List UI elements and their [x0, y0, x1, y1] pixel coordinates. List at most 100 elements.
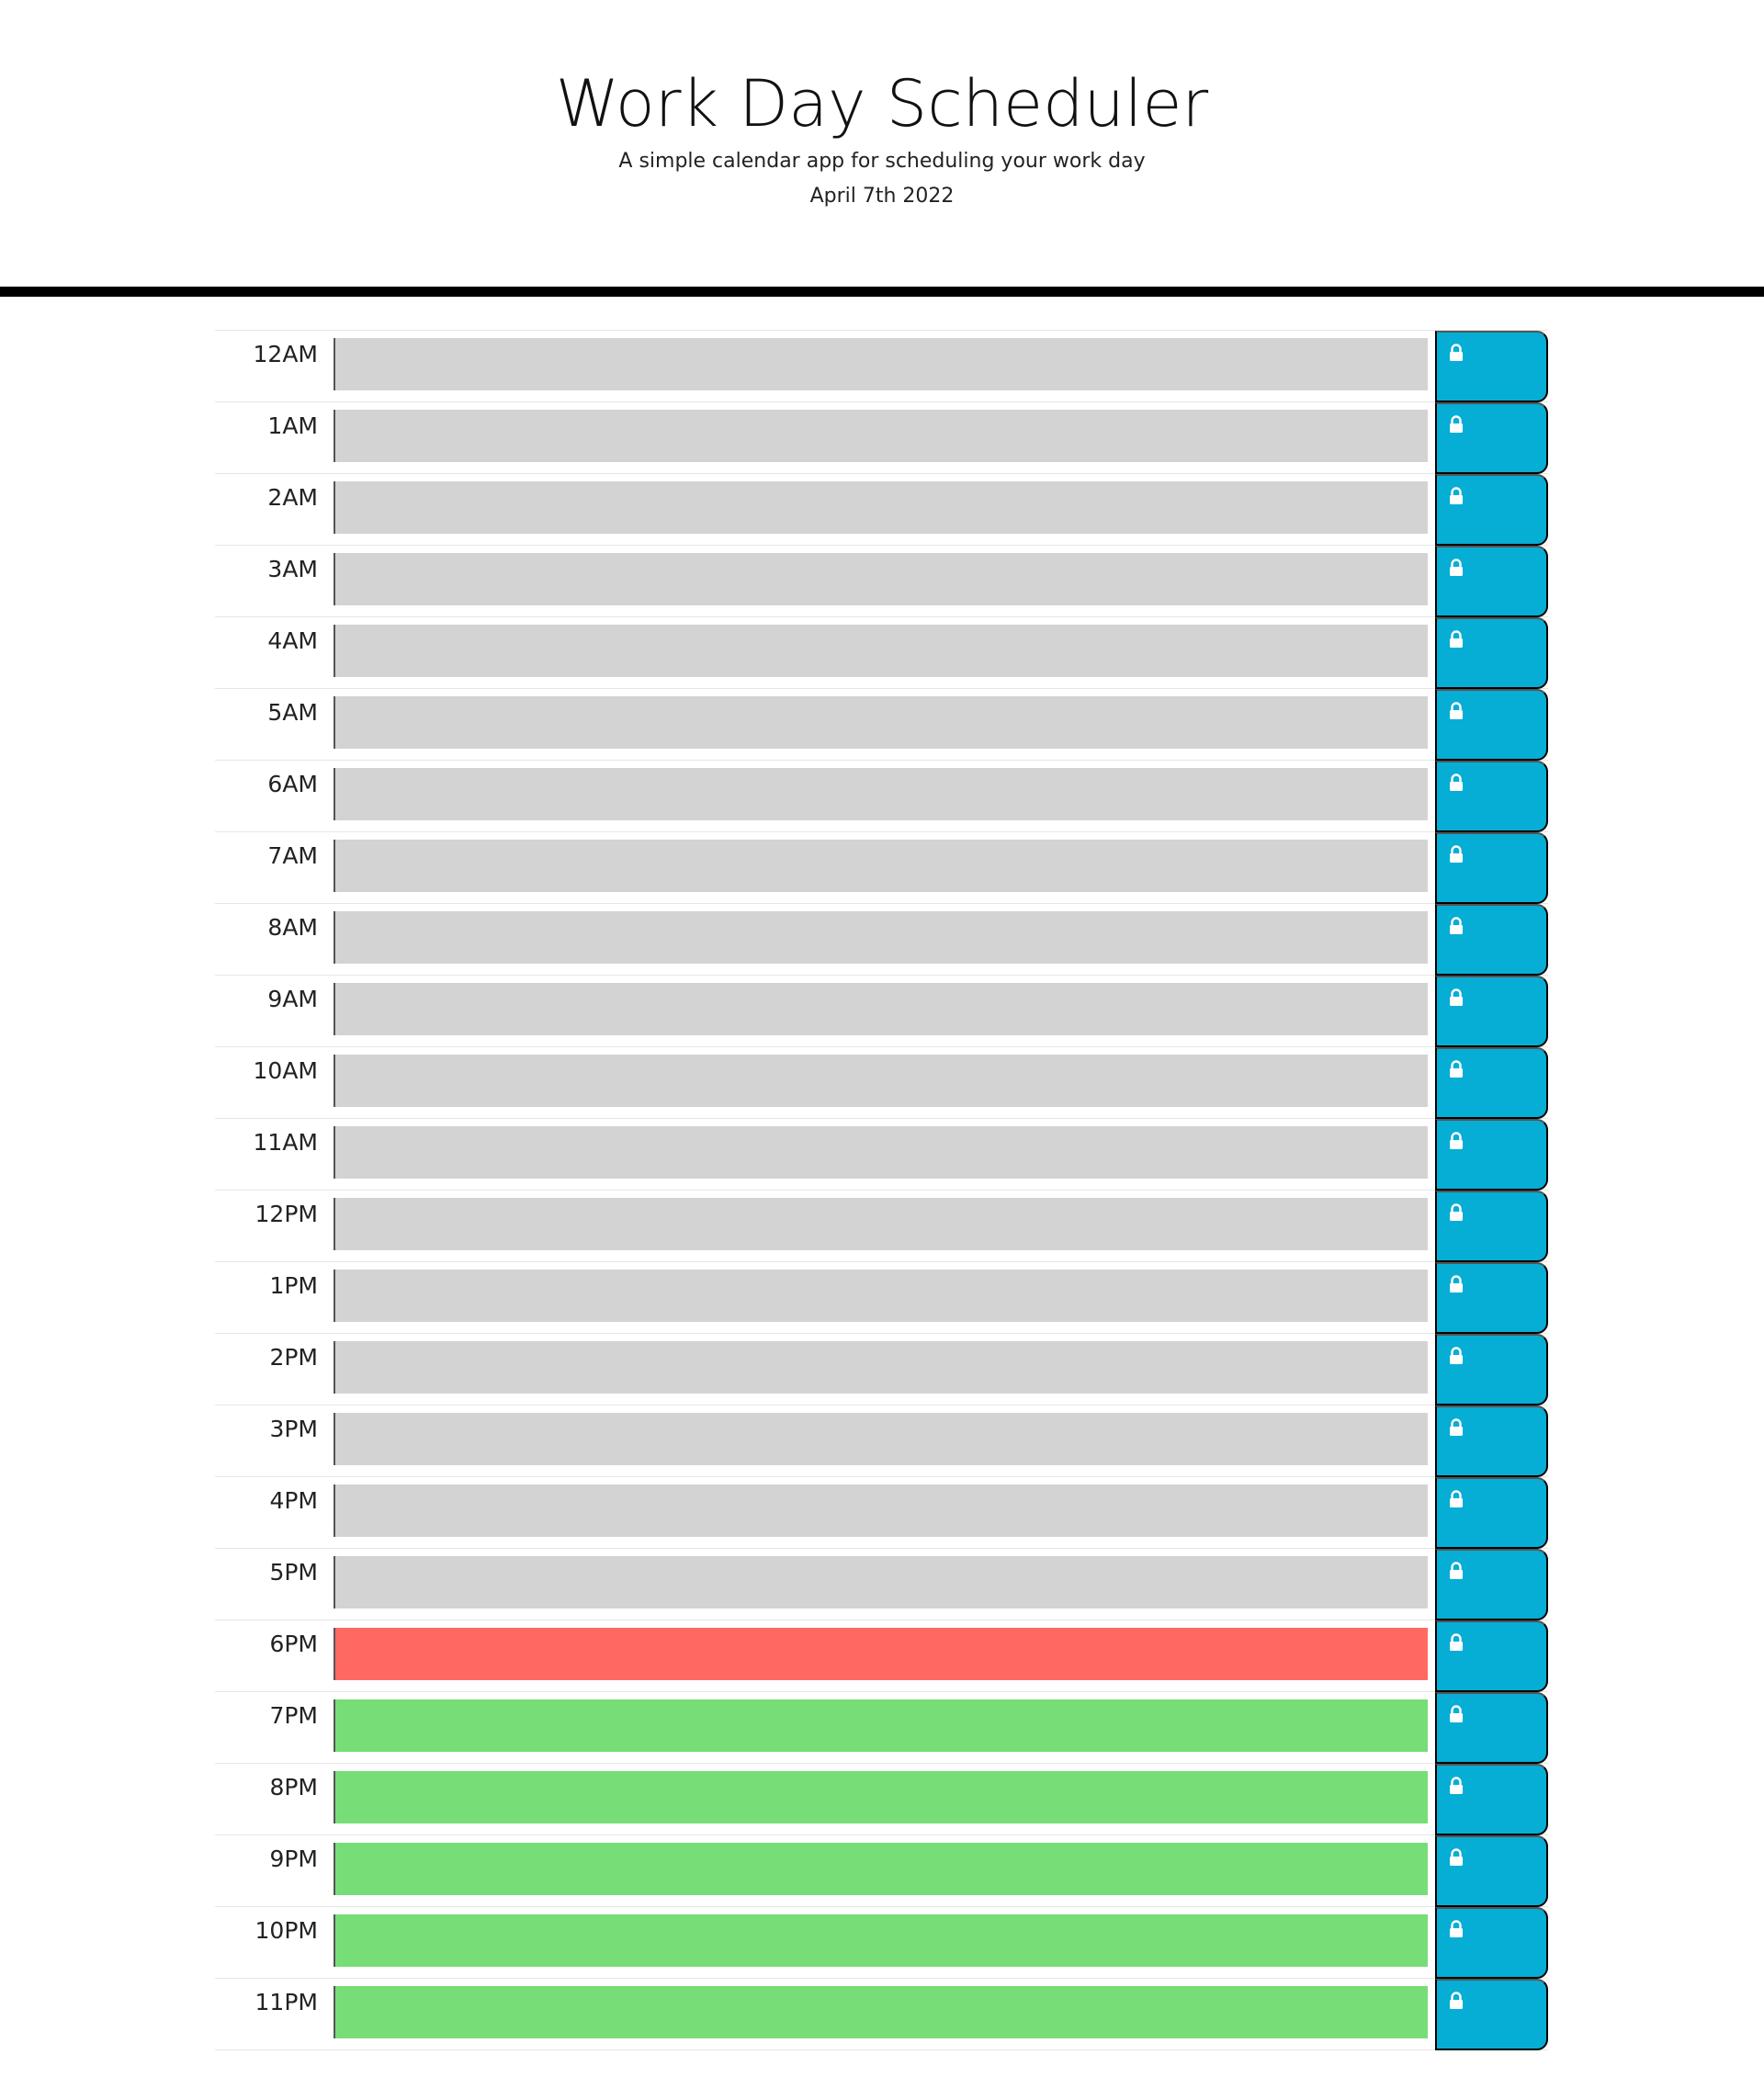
current-date: April 7th 2022: [809, 185, 955, 208]
lock-icon: [1450, 1992, 1463, 2009]
save-button[interactable]: [1435, 1191, 1548, 1262]
hour-label: 2AM: [267, 484, 318, 511]
save-button[interactable]: [1435, 1620, 1548, 1692]
event-description-input[interactable]: [334, 481, 1428, 534]
save-button[interactable]: [1435, 832, 1548, 904]
lock-icon: [1450, 1275, 1463, 1292]
hour-label: 8AM: [267, 914, 318, 941]
save-button[interactable]: [1435, 1477, 1548, 1549]
save-button[interactable]: [1435, 1979, 1548, 2050]
event-description-input[interactable]: [334, 1270, 1428, 1322]
time-block-row: 8PM: [215, 1764, 1548, 1835]
lock-icon: [1450, 1633, 1463, 1651]
event-description-input[interactable]: [334, 696, 1428, 749]
hour-label: 4PM: [269, 1487, 318, 1514]
event-description-input[interactable]: [334, 911, 1428, 964]
hour-label: 12PM: [254, 1201, 318, 1227]
lock-icon: [1450, 917, 1463, 934]
hour-label: 9PM: [269, 1846, 318, 1872]
lock-icon: [1450, 1490, 1463, 1507]
save-button[interactable]: [1435, 1119, 1548, 1191]
time-block-row: 11AM: [215, 1119, 1548, 1191]
time-block-row: 11PM: [215, 1979, 1548, 2050]
save-button[interactable]: [1435, 1835, 1548, 1907]
hour-label: 8PM: [269, 1774, 318, 1800]
lock-icon: [1450, 1920, 1463, 1937]
time-block-row: 8AM: [215, 904, 1548, 976]
save-button[interactable]: [1435, 331, 1548, 402]
hour-label: 11AM: [253, 1129, 318, 1156]
save-button[interactable]: [1435, 1907, 1548, 1979]
event-description-input[interactable]: [334, 1413, 1428, 1465]
event-description-input[interactable]: [334, 1055, 1428, 1107]
hour-label: 4AM: [267, 627, 318, 654]
event-description-input[interactable]: [334, 1699, 1428, 1752]
event-description-input[interactable]: [334, 1484, 1428, 1537]
event-description-input[interactable]: [334, 983, 1428, 1035]
event-description-input[interactable]: [334, 1628, 1428, 1680]
hour-label: 1PM: [269, 1272, 318, 1299]
hour-label: 6AM: [267, 771, 318, 797]
save-button[interactable]: [1435, 1764, 1548, 1835]
save-button[interactable]: [1435, 1334, 1548, 1405]
time-block-row: 9PM: [215, 1835, 1548, 1907]
lock-icon: [1450, 1060, 1463, 1078]
lock-icon: [1450, 1777, 1463, 1794]
event-description-input[interactable]: [334, 1914, 1428, 1967]
event-description-input[interactable]: [334, 1771, 1428, 1823]
time-block-row: 2AM: [215, 474, 1548, 546]
hour-label: 12AM: [253, 341, 318, 367]
lock-icon: [1450, 988, 1463, 1006]
event-description-input[interactable]: [334, 1198, 1428, 1250]
hour-label: 9AM: [267, 986, 318, 1012]
time-block-row: 12PM: [215, 1191, 1548, 1262]
save-button[interactable]: [1435, 689, 1548, 761]
time-block-row: 3AM: [215, 546, 1548, 617]
save-button[interactable]: [1435, 1262, 1548, 1334]
hour-label: 3PM: [269, 1416, 318, 1442]
event-description-input[interactable]: [334, 768, 1428, 820]
save-button[interactable]: [1435, 1405, 1548, 1477]
event-description-input[interactable]: [334, 1843, 1428, 1895]
event-description-input[interactable]: [334, 1126, 1428, 1179]
hour-label: 2PM: [269, 1344, 318, 1371]
hour-label: 6PM: [269, 1631, 318, 1657]
time-block-row: 2PM: [215, 1334, 1548, 1405]
lock-icon: [1450, 487, 1463, 504]
save-button[interactable]: [1435, 474, 1548, 546]
page-title: Work Day Scheduler: [555, 66, 1209, 141]
event-description-input[interactable]: [334, 1986, 1428, 2038]
event-description-input[interactable]: [334, 1556, 1428, 1609]
lock-icon: [1450, 1203, 1463, 1221]
lock-icon: [1450, 1705, 1463, 1722]
event-description-input[interactable]: [334, 1341, 1428, 1394]
lock-icon: [1450, 415, 1463, 433]
save-button[interactable]: [1435, 761, 1548, 832]
event-description-input[interactable]: [334, 410, 1428, 462]
event-description-input[interactable]: [334, 625, 1428, 677]
lock-icon: [1450, 559, 1463, 576]
time-block-row: 4PM: [215, 1477, 1548, 1549]
hour-label: 10PM: [254, 1917, 318, 1944]
event-description-input[interactable]: [334, 338, 1428, 390]
event-description-input[interactable]: [334, 840, 1428, 892]
lock-icon: [1450, 702, 1463, 719]
save-button[interactable]: [1435, 546, 1548, 617]
hour-label: 10AM: [253, 1057, 318, 1084]
save-button[interactable]: [1435, 1047, 1548, 1119]
lock-icon: [1450, 1347, 1463, 1364]
time-block-row: 1AM: [215, 402, 1548, 474]
save-button[interactable]: [1435, 402, 1548, 474]
hour-label: 1AM: [267, 412, 318, 439]
event-description-input[interactable]: [334, 553, 1428, 605]
lock-icon: [1450, 1848, 1463, 1866]
save-button[interactable]: [1435, 1692, 1548, 1764]
save-button[interactable]: [1435, 1549, 1548, 1620]
save-button[interactable]: [1435, 904, 1548, 976]
save-button[interactable]: [1435, 617, 1548, 689]
hour-label: 11PM: [254, 1989, 318, 2015]
time-block-row: 1PM: [215, 1262, 1548, 1334]
lock-icon: [1450, 344, 1463, 361]
save-button[interactable]: [1435, 976, 1548, 1047]
hour-label: 7PM: [269, 1702, 318, 1729]
